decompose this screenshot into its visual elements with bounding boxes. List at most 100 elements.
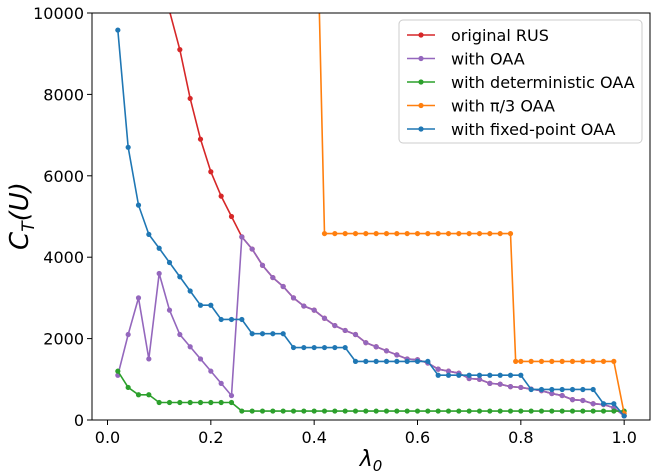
legend-marker [418,79,424,85]
x-tick-label: 0.8 [508,428,533,447]
legend-entry: with fixed-point OAA [407,120,615,139]
legend-entry: with OAA [407,50,525,69]
data-point [435,230,441,237]
data-point [270,274,276,281]
data-point [177,399,183,406]
data-point [187,344,193,350]
data-point [321,344,328,351]
data-point [352,408,359,414]
data-point [445,230,452,237]
data-point [538,408,545,414]
data-point [218,380,224,386]
data-point [125,384,131,391]
data-point [218,399,224,406]
data-point [228,399,235,406]
data-point [259,408,266,414]
data-point [456,230,462,237]
data-point [538,386,545,393]
data-point [487,372,493,378]
data-point [394,352,400,358]
data-point [487,380,493,386]
series-with-3-oaa [317,13,627,417]
data-point [497,230,503,237]
data-point [301,408,307,414]
data-point [383,348,390,354]
data-point [135,392,142,398]
data-point [394,358,400,364]
data-point [404,230,410,237]
data-point [146,392,152,398]
data-point [538,358,545,364]
y-tick-label: 6000 [43,167,84,186]
data-point [559,392,565,399]
y-tick-label: 0 [74,411,84,430]
data-point [239,408,245,414]
legend-label: with π/3 OAA [451,97,555,116]
data-point [270,408,276,414]
data-point [487,230,493,237]
data-point [187,95,193,102]
data-point [466,408,472,414]
legend: original RUS with OAA with deterministic O… [398,19,643,144]
data-point [259,262,266,268]
data-point [394,408,400,414]
data-point [156,270,162,277]
data-point [600,358,607,364]
y-tick-label: 8000 [43,85,84,104]
data-point [513,358,519,364]
data-point [259,331,266,337]
x-tick-label: 1.0 [611,428,636,447]
data-point [383,358,390,364]
data-point [332,322,338,329]
legend-label: with deterministic OAA [451,73,635,92]
y-tick-label: 10000 [33,4,84,23]
data-point [507,372,514,378]
data-point [363,358,369,364]
data-point [177,274,183,280]
data-point [435,372,441,378]
y-axis: 0 2000 4000 6000 8000 10000 [33,4,92,430]
data-point [414,408,421,414]
data-point [166,399,173,406]
data-point [280,331,286,337]
data-point [518,408,524,414]
data-point [290,344,297,351]
data-point [600,401,607,407]
data-point [125,144,131,150]
data-point [135,295,142,301]
x-tick-label: 0.0 [95,428,120,447]
data-point [249,246,255,252]
data-point [466,372,472,378]
legend-marker [418,55,424,62]
legend-entry: original RUS [407,26,549,45]
data-point [518,384,524,391]
data-point [590,408,596,414]
data-point [197,356,204,362]
data-point [342,230,348,237]
data-point [611,358,617,364]
data-point [249,331,255,337]
data-point [559,358,565,364]
data-point [197,302,204,308]
data-point [445,372,452,378]
x-axis: 0.0 0.2 0.4 0.6 0.8 1.0 [95,420,637,447]
data-point [445,368,452,374]
data-point [569,358,576,364]
data-point [600,408,607,414]
data-point [228,213,235,220]
legend-label: original RUS [451,26,549,45]
data-point [135,202,142,208]
data-point [218,316,224,323]
data-point [528,386,534,393]
data-point [342,327,348,334]
data-point [580,397,586,404]
legend-box [398,19,643,144]
data-point [456,408,462,414]
data-point [146,356,152,362]
data-point [425,230,431,237]
data-point [363,230,369,237]
data-point [414,358,421,364]
legend-marker [418,126,424,132]
y-axis-title: CT(U) [5,182,39,250]
